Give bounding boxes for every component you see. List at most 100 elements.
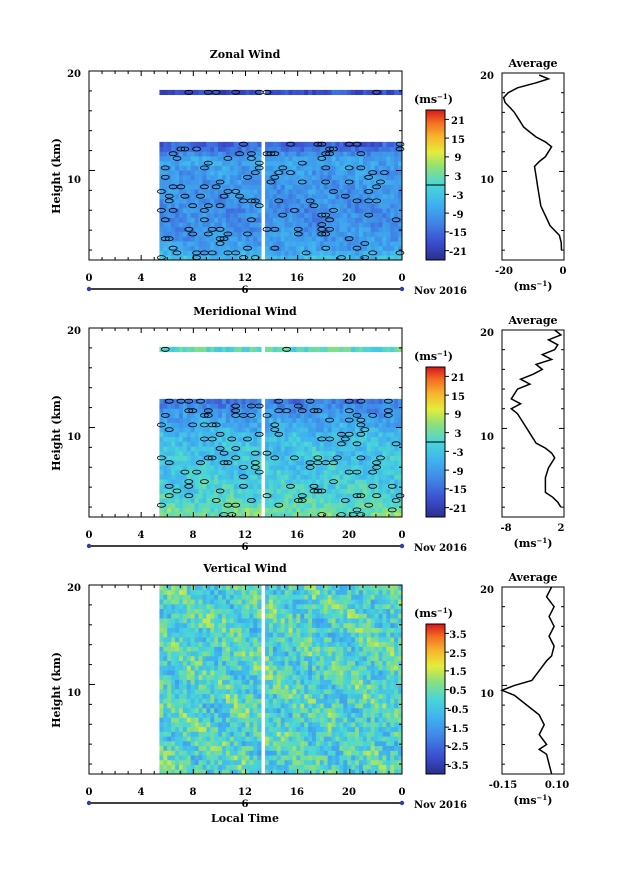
- heatmap-cell: [276, 184, 282, 190]
- heatmap-cell: [284, 151, 289, 157]
- heatmap-cell: [175, 613, 180, 619]
- heatmap-cell: [245, 655, 250, 662]
- heatmap-cell: [171, 712, 176, 718]
- heatmap-cell: [366, 226, 372, 233]
- heatmap-cell: [335, 156, 340, 162]
- heatmap-cell: [237, 165, 242, 171]
- heatmap-cell: [378, 469, 383, 475]
- heatmap-cell: [163, 479, 168, 485]
- heatmap-cell: [288, 174, 293, 181]
- contour-line: [180, 469, 190, 475]
- heatmap-cell: [312, 507, 317, 513]
- heatmap-cell: [394, 346, 399, 353]
- heatmap-cell: [370, 231, 376, 237]
- heatmap-cell: [241, 479, 246, 485]
- heatmap-cell: [280, 755, 286, 761]
- heatmap-cell: [222, 469, 227, 475]
- heatmap-cell: [343, 498, 348, 504]
- heatmap-cell: [312, 165, 317, 171]
- heatmap-cell: [382, 436, 387, 442]
- heatmap-cell: [175, 469, 180, 475]
- heatmap-cell: [280, 441, 286, 447]
- heatmap-cell: [382, 403, 387, 409]
- heatmap-cell: [222, 693, 227, 699]
- heatmap-cell: [202, 759, 207, 765]
- heatmap-cell: [327, 474, 332, 480]
- heatmap-cell: [268, 726, 274, 732]
- heatmap-cell: [182, 189, 188, 195]
- heatmap-cell: [394, 502, 399, 508]
- heatmap-cell: [163, 469, 168, 475]
- heatmap-cell: [241, 703, 246, 709]
- heatmap-cell: [292, 208, 297, 214]
- heatmap-cell: [315, 189, 321, 195]
- heatmap-cell: [233, 398, 239, 405]
- heatmap-cell: [225, 759, 231, 765]
- heatmap-cell: [167, 745, 172, 751]
- heatmap-cell: [245, 726, 250, 732]
- heatmap-cell: [268, 674, 274, 680]
- heatmap-cell: [182, 446, 188, 452]
- heatmap-cell: [276, 346, 282, 353]
- heatmap-cell: [222, 436, 227, 442]
- heatmap-cell: [202, 417, 207, 423]
- heatmap-cell: [214, 255, 219, 261]
- heatmap-cell: [178, 160, 184, 166]
- heatmap-cell: [182, 655, 188, 662]
- heatmap-cell: [315, 460, 321, 466]
- heatmap-cell: [210, 622, 215, 628]
- heatmap-cell: [362, 208, 368, 214]
- heatmap-cell: [398, 255, 403, 261]
- heatmap-cell: [214, 613, 219, 619]
- heatmap-cell: [265, 502, 270, 508]
- heatmap-cell: [233, 740, 239, 747]
- heatmap-cell: [312, 403, 317, 409]
- heatmap-cell: [253, 759, 258, 765]
- heatmap-cell: [355, 156, 360, 162]
- heatmap-cell: [370, 436, 376, 442]
- heatmap-cell: [347, 165, 352, 171]
- heatmap-cell: [280, 703, 286, 709]
- heatmap-cell: [218, 469, 223, 475]
- heatmap-cell: [331, 469, 336, 475]
- heatmap-cell: [394, 89, 399, 96]
- heatmap-cell: [218, 703, 223, 709]
- heatmap-cell: [202, 707, 207, 713]
- heatmap-cell: [253, 750, 258, 756]
- heatmap-cell: [362, 446, 368, 452]
- heatmap-cell: [253, 208, 258, 214]
- heatmap-cell: [167, 585, 172, 591]
- heatmap-cell: [374, 441, 379, 447]
- heatmap-cell: [163, 141, 168, 148]
- heatmap-cell: [214, 618, 219, 624]
- heatmap-cell: [312, 241, 317, 247]
- heatmap-cell: [202, 755, 207, 761]
- heatmap-cell: [198, 698, 203, 704]
- heatmap-cell: [171, 731, 176, 737]
- heatmap-cell: [237, 698, 242, 704]
- heatmap-cell: [171, 346, 176, 353]
- axis-ticks: [88, 327, 403, 517]
- heatmap-cell: [186, 707, 192, 713]
- heatmap-cell: [284, 146, 289, 152]
- heatmap-cell: [304, 441, 309, 447]
- x-tick-label: 20: [342, 273, 356, 284]
- contour-line: [262, 412, 272, 418]
- contour-line: [325, 146, 335, 152]
- heatmap-cell: [186, 507, 192, 513]
- heatmap-cell: [331, 498, 336, 504]
- heatmap-cell: [198, 769, 203, 775]
- heatmap-cell: [265, 398, 270, 405]
- heatmap-cell: [222, 408, 227, 414]
- heatmap-cell: [398, 179, 403, 185]
- heatmap-cell: [245, 622, 250, 628]
- heatmap-cell: [288, 488, 293, 494]
- heatmap-cell: [292, 189, 297, 195]
- heatmap-cell: [319, 189, 325, 195]
- heatmap-cell: [327, 507, 332, 513]
- heatmap-cell: [171, 417, 176, 423]
- heatmap-cell: [355, 160, 360, 166]
- heatmap-cell: [186, 750, 192, 756]
- heatmap-cell: [167, 636, 172, 643]
- heatmap-cell: [347, 170, 352, 176]
